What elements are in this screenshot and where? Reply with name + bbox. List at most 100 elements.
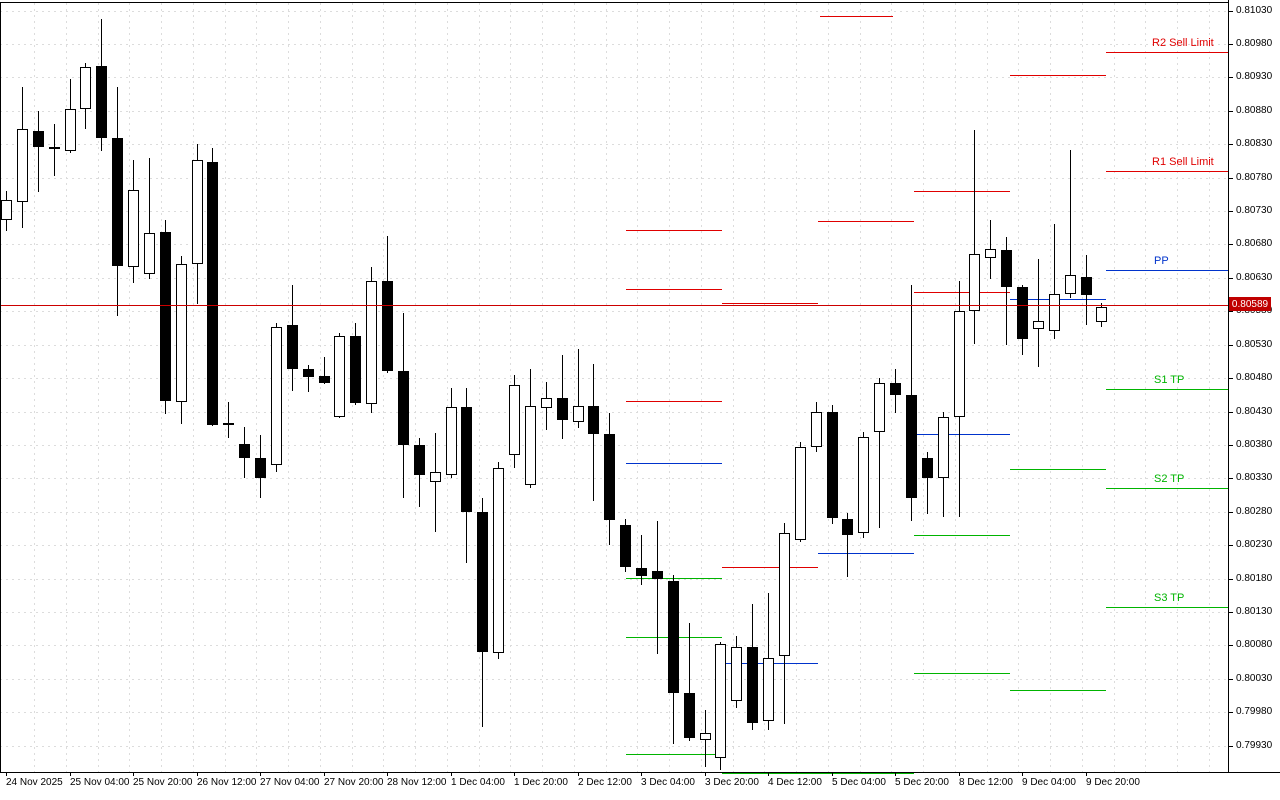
pivot-line-pp [1106,269,1228,271]
pivot-level-segment [914,535,1010,537]
grid-line-vertical [34,3,35,772]
candle-bullish [176,263,187,403]
candle-bullish [446,406,457,476]
price-axis-label: 0.80630 [1236,271,1273,283]
time-axis-label: 2 Dec 12:00 [578,777,632,788]
candle-bullish [573,405,584,422]
price-axis-tick [1228,745,1233,747]
candle-bearish [922,457,933,478]
pivot-level-segment [820,15,893,17]
candle-bearish [684,692,695,738]
time-axis-tick [451,772,452,776]
pivot-level-segment [722,773,914,775]
candle-wick [149,157,150,280]
candle-bullish [1033,320,1044,329]
candle-bearish [350,336,361,403]
chart-top-border [0,2,1228,3]
grid-line-vertical [701,3,702,772]
candle-bullish [954,310,965,417]
grid-line-vertical [288,3,289,772]
candle-wick [847,513,848,578]
pivot-level-segment [914,291,1010,293]
candle-bullish [858,436,869,534]
candle-wick [562,355,563,439]
candle-bearish [303,368,314,378]
chart-left-border [0,2,1,772]
grid-line-horizontal [0,10,1228,12]
time-axis-tick [895,772,896,776]
candle-bearish [160,231,171,402]
candle-bullish [811,411,822,447]
candle-bullish [144,233,155,274]
price-axis-label: 0.80830 [1236,138,1273,150]
candle-bearish [1081,277,1092,296]
candle-bullish [731,646,742,701]
pivot-level-segment [722,303,818,305]
candle-bearish [398,370,409,445]
candle-bullish [49,146,60,149]
price-axis-tick [1228,43,1233,45]
pivot-level-segment [1010,75,1106,77]
candle-bullish [795,447,806,540]
candle-wick [228,401,229,438]
time-axis-tick [260,772,261,776]
candle-bullish [334,336,345,417]
price-axis-tick [1228,444,1233,446]
time-axis-tick [959,772,960,776]
grid-line-vertical [1177,3,1178,772]
price-axis-label: 0.80080 [1236,639,1273,651]
pivot-line-r2-sell-limit [1106,51,1228,53]
grid-line-horizontal [0,43,1228,45]
time-axis-tick [197,772,198,776]
grid-line-horizontal [0,244,1228,246]
time-axis-label: 25 Nov 04:00 [70,777,130,788]
time-axis-label: 9 Dec 04:00 [1022,777,1076,788]
time-axis-tick [832,772,833,776]
grid-line-vertical [606,3,607,772]
candle-bullish [525,405,536,485]
candle-bearish [461,406,472,513]
candle-bullish [271,326,282,466]
pivot-level-segment [626,753,722,755]
price-axis-tick [1228,211,1233,213]
grid-line-vertical [447,3,448,772]
grid-line-vertical [383,3,384,772]
time-axis-line [0,772,1280,773]
candle-wick [657,520,658,655]
time-axis-tick [1086,772,1087,776]
candle-wick [324,356,325,385]
candle-wick [38,110,39,193]
pivot-line-label: S2 TP [1154,472,1185,485]
time-axis-tick [514,772,515,776]
grid-line-vertical [542,3,543,772]
price-axis-label: 0.80130 [1236,606,1273,618]
candle-bullish [541,397,552,409]
price-axis-tick [1228,378,1233,380]
time-axis-tick [578,772,579,776]
time-axis-label: 4 Dec 12:00 [768,777,822,788]
grid-line-vertical [1114,3,1115,772]
candle-bearish [620,525,631,568]
price-axis-tick [1228,478,1233,480]
candle-bullish [223,422,234,425]
grid-line-vertical [1082,3,1083,772]
pivot-level-segment [1010,690,1106,692]
pivot-level-segment [818,221,914,222]
time-axis-tick [70,772,71,776]
time-axis-tick [768,772,769,776]
candle-bearish [636,567,647,576]
current-price-box: 0.80589 [1229,297,1271,311]
time-axis-label: 27 Nov 20:00 [324,777,384,788]
candle-bullish [192,160,203,264]
chart-plot-area[interactable]: R2 Sell Limit R1 Sell Limit PP S1 TP S2 TP S3… [0,0,1228,775]
candle-wick [54,123,55,176]
current-price-line [0,305,1228,306]
candle-bearish [906,394,917,499]
price-axis-tick [1228,144,1233,146]
time-axis-tick [705,772,706,776]
candle-wick [689,622,690,742]
candle-bullish [969,253,980,311]
candle-wick [927,451,928,515]
candle-bullish [763,657,774,721]
